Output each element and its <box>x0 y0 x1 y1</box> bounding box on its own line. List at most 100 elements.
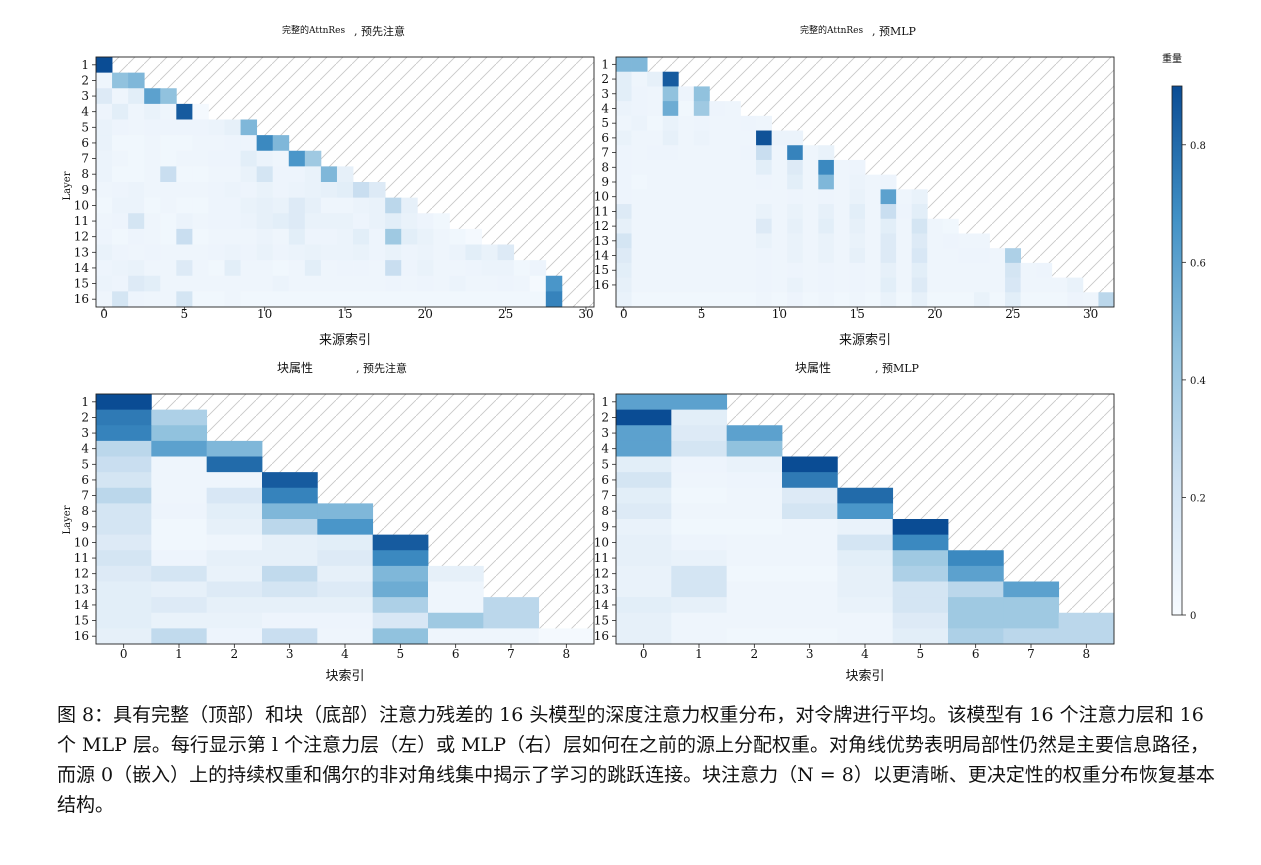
heatmap-cell <box>892 519 949 536</box>
heatmap-cell <box>112 291 129 308</box>
heatmap-cell <box>128 228 145 245</box>
heatmap-cell <box>756 248 773 264</box>
heatmap-cell <box>616 174 632 190</box>
heatmap-cell <box>973 248 990 264</box>
colorbar-tick-label: 0.2 <box>1190 493 1206 504</box>
heatmap-cell <box>616 456 672 473</box>
y-tick-label: 11 <box>74 551 89 565</box>
heatmap-cell <box>272 291 290 308</box>
y-tick-label: 1 <box>601 395 609 409</box>
heatmap-cell <box>481 291 499 308</box>
heatmap-cell <box>802 189 819 205</box>
heatmap-cell <box>693 159 710 176</box>
y-tick-label: 4 <box>81 105 89 119</box>
heatmap-cell <box>693 101 710 117</box>
heatmap-cell <box>724 130 741 146</box>
heatmap-cell <box>224 275 241 292</box>
heatmap-cell <box>865 233 881 249</box>
heatmap-cell <box>616 233 632 249</box>
x-tick-label: 15 <box>337 307 352 321</box>
heatmap-cell <box>709 101 726 117</box>
heatmap-cell <box>144 197 161 214</box>
heatmap-cell <box>740 248 757 264</box>
heatmap-cell <box>911 233 928 249</box>
heatmap-cell <box>1020 262 1037 278</box>
heatmap-cell <box>787 218 804 234</box>
heatmap-cell <box>662 174 679 190</box>
heatmap-cell <box>449 291 466 308</box>
heatmap-cell <box>176 119 193 136</box>
y-tick-label: 2 <box>601 72 609 86</box>
heatmap-cell <box>206 534 263 551</box>
heatmap-cell <box>144 119 161 136</box>
heatmap-cell <box>740 292 757 308</box>
y-tick-label: 16 <box>74 629 89 643</box>
y-tick-label: 9 <box>81 183 89 197</box>
heatmap-cell <box>740 277 757 293</box>
heatmap-cell <box>240 260 258 277</box>
heatmap-cell <box>160 103 177 120</box>
heatmap-cell <box>616 130 632 146</box>
heatmap-cell <box>428 597 484 614</box>
heatmap-cell <box>96 581 152 598</box>
heatmap-cell <box>320 166 338 183</box>
heatmap-cell <box>616 277 632 293</box>
heatmap-cell <box>160 291 177 308</box>
heatmap-cell <box>317 565 374 582</box>
heatmap-cell <box>128 244 145 261</box>
heatmap-cell <box>465 275 482 292</box>
y-tick-label: 3 <box>81 426 89 440</box>
heatmap-cell <box>927 248 944 264</box>
heatmap-cell <box>529 291 547 308</box>
heatmap-cell <box>272 150 290 167</box>
heatmap-cell <box>724 262 741 278</box>
heatmap-cell <box>782 534 838 551</box>
heatmap-cell <box>256 150 274 167</box>
heatmap-cell <box>385 291 402 308</box>
heatmap-cell <box>671 487 728 504</box>
heatmap-cell <box>481 260 499 277</box>
heatmap-cell <box>616 487 672 504</box>
heatmap-cell <box>849 218 866 234</box>
heatmap-cell <box>272 182 290 199</box>
heatmap-cell <box>880 174 897 190</box>
heatmap-cell <box>465 228 482 245</box>
heatmap-cell <box>771 159 788 176</box>
heatmap-cell <box>693 86 710 102</box>
heatmap-cell <box>224 228 241 245</box>
heatmap-cell <box>160 228 177 245</box>
heatmap-cell <box>96 72 113 89</box>
heatmap-cell <box>724 277 741 293</box>
x-tick-label: 6 <box>972 647 980 661</box>
heatmap-cell <box>973 292 990 308</box>
heatmap-cell <box>787 204 804 220</box>
heatmap-cell <box>401 197 418 214</box>
heatmap-cell <box>837 597 894 614</box>
heatmap-cell <box>818 262 835 278</box>
colorbar-tick-label: 0.8 <box>1190 141 1206 152</box>
heatmap-cell <box>112 119 129 136</box>
heatmap-cell <box>740 130 757 146</box>
heatmap-cell <box>892 534 949 551</box>
heatmap-cells <box>616 394 1115 645</box>
heatmap-cell <box>151 472 208 489</box>
heatmap-cell <box>240 291 258 308</box>
y-tick-label: 12 <box>74 567 89 581</box>
heatmap-cell <box>833 159 850 176</box>
heatmap-cell <box>802 218 819 234</box>
heatmap-cell <box>693 204 710 220</box>
heatmap-cell <box>616 534 672 551</box>
heatmap-cell <box>693 174 710 190</box>
heatmap-cell <box>837 519 894 536</box>
heatmap-cell <box>224 135 241 152</box>
heatmap-cell <box>616 519 672 536</box>
heatmap-cell <box>353 197 370 214</box>
heatmap-cell <box>353 275 370 292</box>
heatmap-cell <box>942 248 959 264</box>
heatmap-cell <box>662 292 679 308</box>
heatmap-cell <box>417 213 434 230</box>
heatmap-cell <box>880 233 897 249</box>
heatmap-cell <box>911 277 928 293</box>
heatmap-cell <box>240 244 258 261</box>
y-tick-label: 5 <box>601 457 609 471</box>
